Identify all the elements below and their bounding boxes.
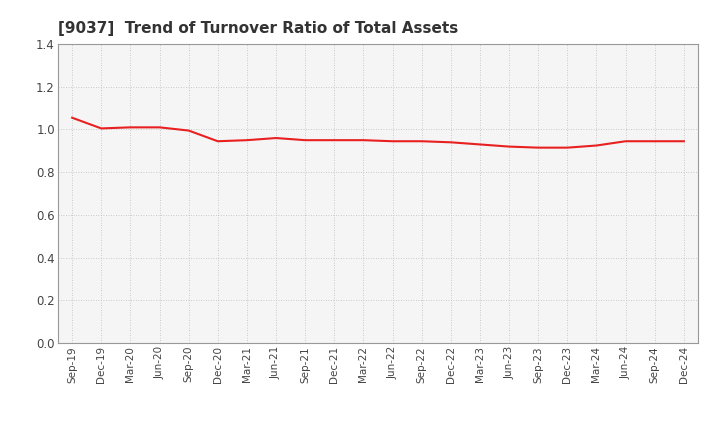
- Text: [9037]  Trend of Turnover Ratio of Total Assets: [9037] Trend of Turnover Ratio of Total …: [58, 21, 458, 36]
